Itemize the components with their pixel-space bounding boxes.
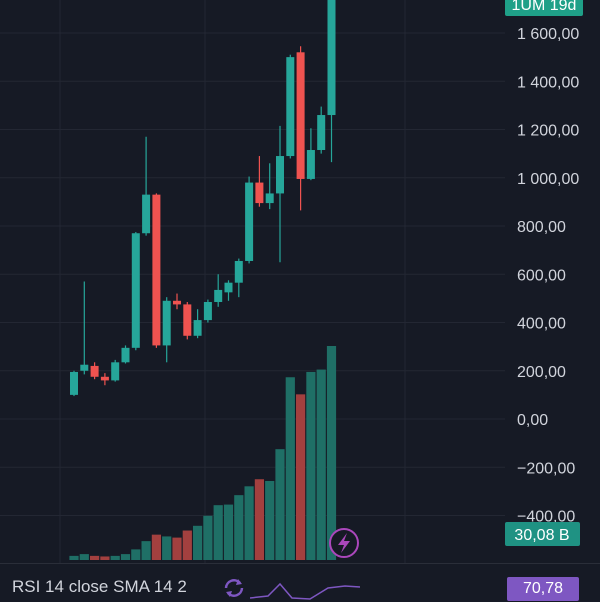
candle: [80, 281, 89, 375]
volume-bar: [275, 449, 285, 560]
lightning-icon[interactable]: [329, 528, 359, 558]
refresh-icon[interactable]: [220, 576, 248, 600]
volume-bar: [162, 536, 172, 560]
volume-bar: [326, 346, 337, 560]
rsi-indicator-bar[interactable]: RSI 14 close SMA 14 2 70,78: [0, 563, 600, 601]
volume-bar: [100, 556, 110, 560]
candle: [142, 136, 151, 236]
volume-bar: [223, 504, 234, 560]
candle: [245, 176, 254, 264]
candle: [255, 156, 264, 207]
volume-bar: [141, 541, 151, 560]
volume-bar: [110, 555, 120, 560]
price-tick-label: −400,00: [517, 509, 575, 526]
volume-bar: [213, 505, 223, 560]
price-tick-label: 1 600,00: [517, 26, 579, 43]
volume-bar: [172, 537, 182, 560]
volume-badge-text: 30,08 B: [514, 527, 569, 544]
rsi-indicator-label[interactable]: RSI 14 close SMA 14 2: [12, 577, 187, 596]
price-tick-label: −200,00: [517, 460, 575, 477]
candle: [276, 125, 284, 263]
candle: [306, 128, 315, 181]
candle: [90, 362, 99, 380]
price-tick-label: 200,00: [517, 364, 566, 381]
candles: [70, 0, 336, 397]
candle: [121, 345, 130, 364]
volume-bar: [244, 486, 254, 560]
volume-bars: [69, 346, 337, 560]
rsi-value-badge[interactable]: 70,78: [507, 577, 579, 601]
price-tick-label: 1 200,00: [517, 123, 579, 140]
candle: [111, 359, 120, 382]
volume-bar: [265, 481, 275, 560]
volume-bar: [254, 479, 264, 560]
candle: [193, 309, 202, 339]
volume-bar: [285, 377, 295, 560]
volume-bar: [69, 555, 79, 560]
candle: [203, 299, 212, 323]
volume-bar: [151, 534, 161, 560]
candle: [296, 46, 305, 211]
candle: [70, 370, 78, 397]
price-tick-label: 400,00: [517, 316, 566, 333]
volume-bar: [316, 369, 326, 560]
volume-bar: [193, 525, 203, 560]
volume-bar: [203, 515, 213, 560]
volume-bar: [120, 554, 131, 560]
volume-bar: [90, 555, 100, 560]
volume-bar: [234, 495, 244, 560]
price-axis[interactable]: 1 600,00 1 400,00 1 200,00 1 000,00 800,00 60…: [517, 26, 579, 526]
candle: [327, 0, 336, 163]
rsi-line: [250, 582, 360, 600]
volume-bar: [79, 554, 89, 560]
price-tick-label: 0,00: [517, 412, 548, 429]
current-price-badge[interactable]: 1UM 19d: [505, 0, 583, 16]
price-tick-label: 1 000,00: [517, 171, 579, 188]
price-tick-label: 800,00: [517, 219, 566, 236]
volume-badge[interactable]: 30,08 B: [505, 522, 580, 546]
price-tick-label: 1 400,00: [517, 74, 579, 91]
candle: [173, 293, 181, 310]
volume-bar: [182, 530, 192, 560]
candle: [286, 54, 295, 159]
candle: [183, 301, 192, 340]
candle: [162, 297, 171, 363]
candle: [234, 258, 243, 298]
candle: [317, 106, 326, 154]
candle: [131, 232, 140, 351]
candle: [265, 163, 274, 210]
volume-bar: [296, 394, 306, 560]
candle: [214, 274, 223, 307]
candle: [152, 193, 161, 348]
volume-bar: [131, 549, 141, 560]
candle: [100, 373, 109, 386]
volume-bar: [306, 371, 316, 560]
candle: [224, 280, 233, 301]
price-tick-label: 600,00: [517, 267, 566, 284]
current-price-badge-text: 1UM 19d: [512, 0, 577, 14]
